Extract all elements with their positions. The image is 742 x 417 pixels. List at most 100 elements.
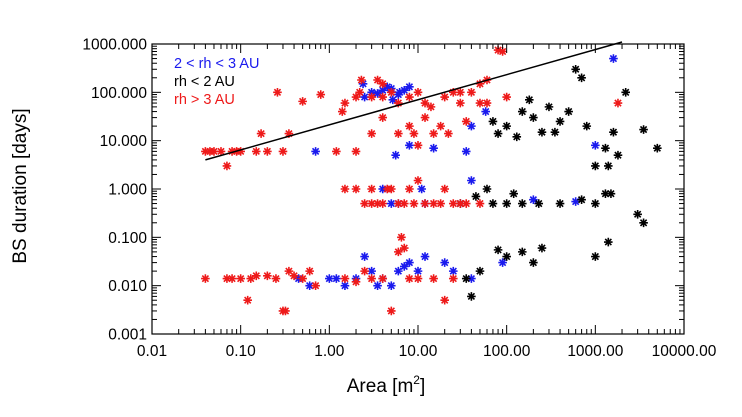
data-point-series-1	[488, 199, 498, 208]
data-point-series-2	[367, 184, 376, 194]
data-point-series-2	[456, 88, 465, 97]
data-point-series-2	[409, 129, 419, 138]
data-point-series-2	[448, 199, 458, 208]
data-point-series-1	[488, 117, 498, 126]
data-point-series-2	[263, 147, 272, 156]
data-point-series-2	[298, 274, 307, 283]
data-point-series-2	[467, 88, 476, 97]
data-point-series-2	[394, 199, 403, 208]
data-point-series-2	[373, 75, 382, 85]
data-point-series-2	[360, 199, 369, 208]
data-point-series-2	[498, 47, 507, 56]
data-point-series-2	[351, 184, 361, 194]
legend-entry: 2 < rh < 3 AU	[174, 56, 259, 72]
data-point-series-2	[227, 147, 237, 156]
data-point-series-2	[236, 274, 245, 283]
data-point-series-2	[256, 129, 266, 138]
data-point-series-2	[397, 233, 406, 242]
data-point-series-2	[355, 88, 364, 97]
data-point-series-2	[413, 274, 423, 283]
data-point-series-2	[413, 176, 423, 185]
data-point-series-2	[222, 161, 232, 171]
x-axis-label: Area [m2]	[347, 373, 426, 397]
data-point-series-2	[351, 277, 361, 287]
y-tick-label: 0.010	[108, 278, 147, 295]
data-point-series-0	[405, 258, 414, 267]
data-point-series-1	[529, 113, 538, 122]
x-tick-label: 0.01	[137, 343, 167, 360]
data-point-series-2	[413, 88, 423, 97]
data-point-series-2	[378, 113, 388, 122]
data-point-series-2	[448, 88, 458, 97]
data-point-series-1	[564, 107, 573, 116]
data-point-series-2	[444, 129, 453, 138]
data-point-series-1	[502, 252, 511, 261]
data-point-series-0	[609, 54, 618, 63]
data-point-series-2	[394, 247, 403, 257]
data-point-series-0	[387, 199, 396, 208]
data-point-series-1	[555, 199, 565, 208]
data-point-series-2	[378, 274, 388, 283]
data-point-series-2	[278, 147, 288, 156]
data-point-series-1	[517, 247, 527, 257]
data-point-series-2	[378, 199, 388, 208]
data-point-series-1	[606, 189, 616, 198]
data-point-series-1	[603, 161, 613, 171]
y-tick-label: 1.000	[108, 182, 147, 199]
data-point-series-2	[436, 121, 445, 131]
data-point-series-1	[639, 125, 648, 134]
data-point-series-2	[413, 141, 423, 150]
data-point-series-0	[399, 86, 409, 95]
data-point-series-1	[601, 189, 610, 198]
data-point-series-1	[633, 209, 642, 219]
data-point-series-2	[332, 147, 341, 156]
data-point-series-2	[493, 45, 503, 55]
data-point-series-2	[420, 113, 430, 122]
data-point-series-1	[475, 266, 485, 276]
data-point-series-2	[456, 98, 465, 108]
data-point-series-2	[405, 92, 414, 102]
data-point-series-1	[525, 95, 534, 105]
x-tick-label: 0.10	[226, 343, 257, 360]
data-point-series-2	[289, 271, 299, 281]
x-tick-label: 100.00	[483, 343, 531, 360]
data-point-series-2	[409, 199, 419, 208]
data-point-series-0	[305, 281, 314, 290]
data-point-series-2	[405, 184, 414, 194]
data-point-series-2	[243, 295, 252, 305]
data-point-series-2	[420, 98, 430, 108]
data-point-series-2	[357, 75, 366, 85]
data-point-series-2	[394, 129, 403, 138]
axes-layer: 0.01 0.10 1.00 10.00 100.00 1000.00 10000.00 0.…	[82, 37, 716, 361]
data-point-series-0	[360, 252, 369, 261]
data-point-series-2	[351, 92, 361, 102]
data-point-series-0	[373, 89, 382, 98]
data-point-series-2	[429, 129, 438, 138]
data-point-series-0	[467, 274, 476, 283]
data-point-series-0	[467, 121, 476, 131]
data-point-series-1	[471, 192, 481, 201]
data-point-series-2	[263, 271, 272, 281]
data-point-series-1	[603, 237, 613, 247]
data-point-series-2	[201, 147, 210, 156]
data-point-series-2	[461, 117, 471, 126]
data-point-series-2	[429, 199, 438, 208]
data-point-series-1	[509, 189, 518, 198]
data-point-series-2	[284, 129, 294, 138]
data-point-series-2	[456, 199, 465, 208]
data-point-series-1	[613, 150, 623, 160]
y-tick-label: 10.000	[100, 133, 148, 150]
data-point-series-1	[621, 88, 630, 97]
data-point-series-0	[405, 141, 414, 150]
data-point-series-2	[222, 274, 232, 283]
data-point-series-1	[461, 274, 471, 283]
data-point-series-0	[358, 79, 368, 89]
data-point-series-2	[251, 147, 261, 156]
data-point-series-2	[351, 147, 361, 156]
data-point-series-2	[502, 92, 511, 102]
data-point-series-0	[481, 107, 490, 116]
legend-entry: rh < 2 AU	[174, 74, 235, 90]
data-point-series-1	[537, 127, 547, 137]
y-tick-label: 0.001	[108, 327, 147, 344]
fit-line-layer	[205, 41, 623, 161]
